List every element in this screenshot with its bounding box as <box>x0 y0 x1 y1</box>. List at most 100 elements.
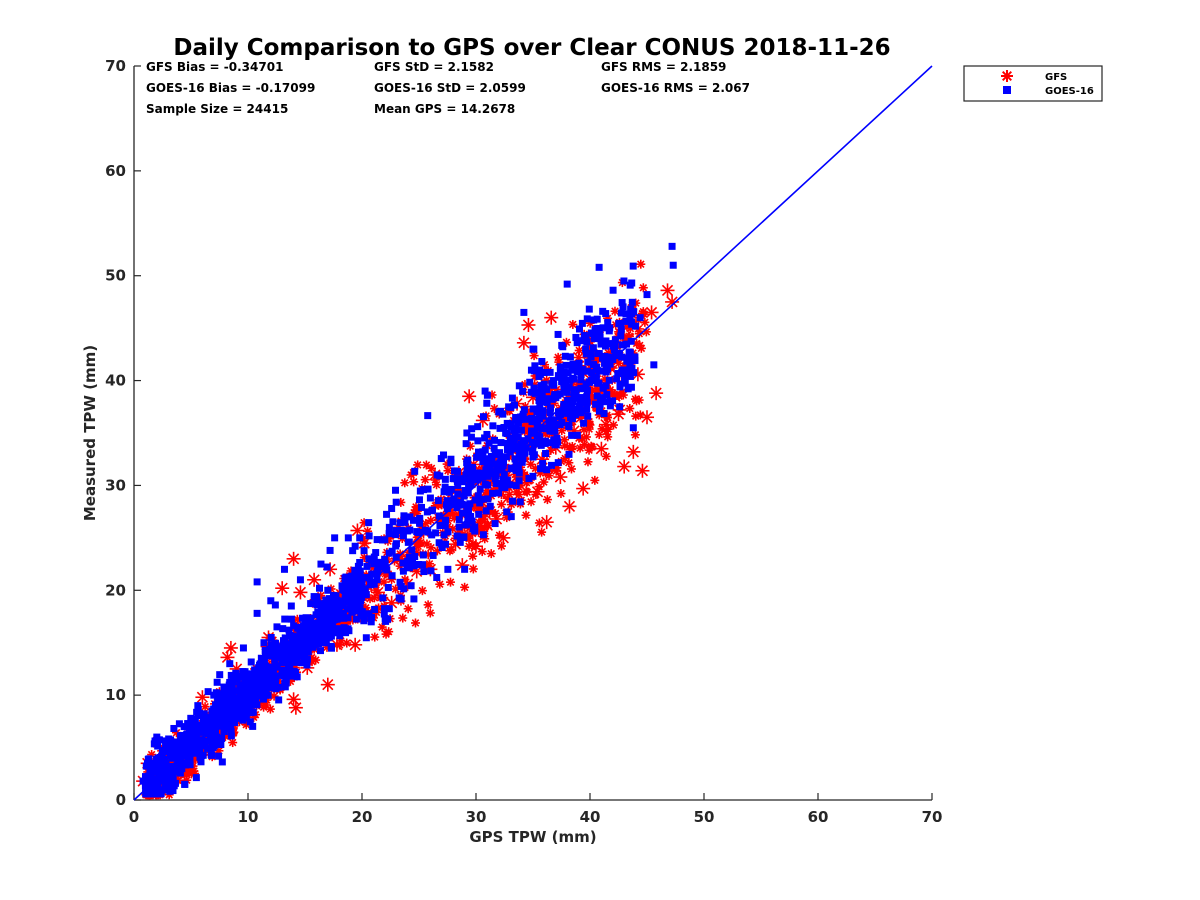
goes-16-point <box>474 448 482 456</box>
goes-16-point <box>582 345 590 353</box>
goes-16-point <box>421 526 429 534</box>
gfs-point <box>293 585 308 600</box>
goes-16-point <box>227 671 235 679</box>
goes-16-point <box>216 671 224 679</box>
goes-16-point <box>602 337 610 345</box>
goes-16-point <box>567 414 575 422</box>
goes-16-point <box>510 401 518 409</box>
goes-16-point <box>389 518 397 526</box>
gfs-point <box>425 608 435 618</box>
gfs-point <box>200 702 210 712</box>
goes-16-point <box>428 531 436 539</box>
goes-16-point <box>295 652 303 660</box>
goes-16-point <box>535 372 543 380</box>
goes-16-point <box>190 749 198 757</box>
goes-16-point <box>486 502 494 510</box>
goes-16-point <box>269 680 277 688</box>
x-tick-label: 40 <box>580 808 601 826</box>
goes-16-point <box>606 324 614 332</box>
goes-16-point <box>568 431 576 439</box>
goes-16-point <box>537 465 545 473</box>
goes-16-point <box>217 741 225 749</box>
gfs-point <box>410 618 420 628</box>
goes-16-point <box>322 633 330 641</box>
gfs-point <box>514 490 524 500</box>
goes-16-point <box>154 742 162 750</box>
goes-16-point <box>552 441 560 449</box>
goes-16-point <box>144 790 152 798</box>
goes-16-point <box>381 555 389 563</box>
goes-16-point <box>228 693 236 701</box>
goes-16-point <box>535 438 543 446</box>
goes-16-point <box>488 456 496 464</box>
goes-16-point <box>463 520 471 528</box>
gfs-point <box>443 466 453 476</box>
goes-16-point <box>577 370 585 378</box>
goes-16-point <box>303 661 311 669</box>
gfs-point <box>228 738 238 748</box>
gfs-point <box>601 451 611 461</box>
goes-16-point <box>210 711 218 719</box>
goes-16-point <box>172 763 180 771</box>
goes-16-point <box>533 408 541 416</box>
goes-16-point <box>605 376 613 384</box>
goes-16-point <box>154 755 162 763</box>
goes-16-point <box>529 405 537 413</box>
goes-16-point <box>599 324 607 332</box>
goes-16-point <box>584 412 592 420</box>
goes-16-point <box>279 625 287 633</box>
goes-16-point <box>404 557 412 565</box>
series-goes-16 <box>139 242 677 798</box>
goes-16-point <box>273 645 281 653</box>
goes-16-point <box>427 567 435 575</box>
goes-16-point <box>519 440 527 448</box>
goes-16-point <box>188 737 196 745</box>
goes-16-point <box>428 506 436 514</box>
goes-16-point <box>166 740 174 748</box>
goes-16-point <box>239 644 247 652</box>
goes-16-point <box>392 540 400 548</box>
gfs-point <box>286 551 301 566</box>
goes-16-point <box>447 455 455 463</box>
goes-16-point <box>455 516 463 524</box>
goes-16-point <box>528 427 536 435</box>
gfs-point <box>403 604 413 614</box>
goes-16-point <box>174 759 182 767</box>
goes-16-point <box>512 461 520 469</box>
goes-16-point <box>228 704 236 712</box>
goes-16-point <box>613 375 621 383</box>
goes-16-point <box>399 567 407 575</box>
goes-16-point <box>568 366 576 374</box>
goes-16-point <box>279 643 287 651</box>
goes-16-point <box>169 787 177 795</box>
legend-goes-label: GOES-16 <box>1045 86 1094 97</box>
goes-16-point <box>356 567 364 575</box>
goes-16-point <box>322 638 330 646</box>
goes-16-point <box>628 310 636 318</box>
goes-16-point <box>296 576 304 584</box>
goes-16-point <box>442 516 450 524</box>
gfs-point <box>566 464 576 474</box>
goes-16-point <box>630 369 638 377</box>
goes-16-point <box>531 389 539 397</box>
goes-16-point <box>249 722 257 730</box>
goes-16-point <box>587 349 595 357</box>
goes-16-point <box>220 728 228 736</box>
goes-16-point <box>475 510 483 518</box>
goes-16-point <box>582 350 590 358</box>
goes-16-point <box>170 767 178 775</box>
goes-16-point <box>240 713 248 721</box>
goes-16-point <box>489 422 497 430</box>
goes-16-point <box>139 777 147 785</box>
goes-16-point <box>530 440 538 448</box>
goes-16-point <box>226 678 234 686</box>
goes-16-point <box>179 745 187 753</box>
goes-16-point <box>577 376 585 384</box>
goes-16-point <box>271 601 279 609</box>
goes-16-point <box>461 565 469 573</box>
goes-16-point <box>564 369 572 377</box>
goes-16-point <box>397 526 405 534</box>
goes-16-point <box>380 610 388 618</box>
gfs-point <box>594 430 604 440</box>
goes-16-point <box>584 358 592 366</box>
